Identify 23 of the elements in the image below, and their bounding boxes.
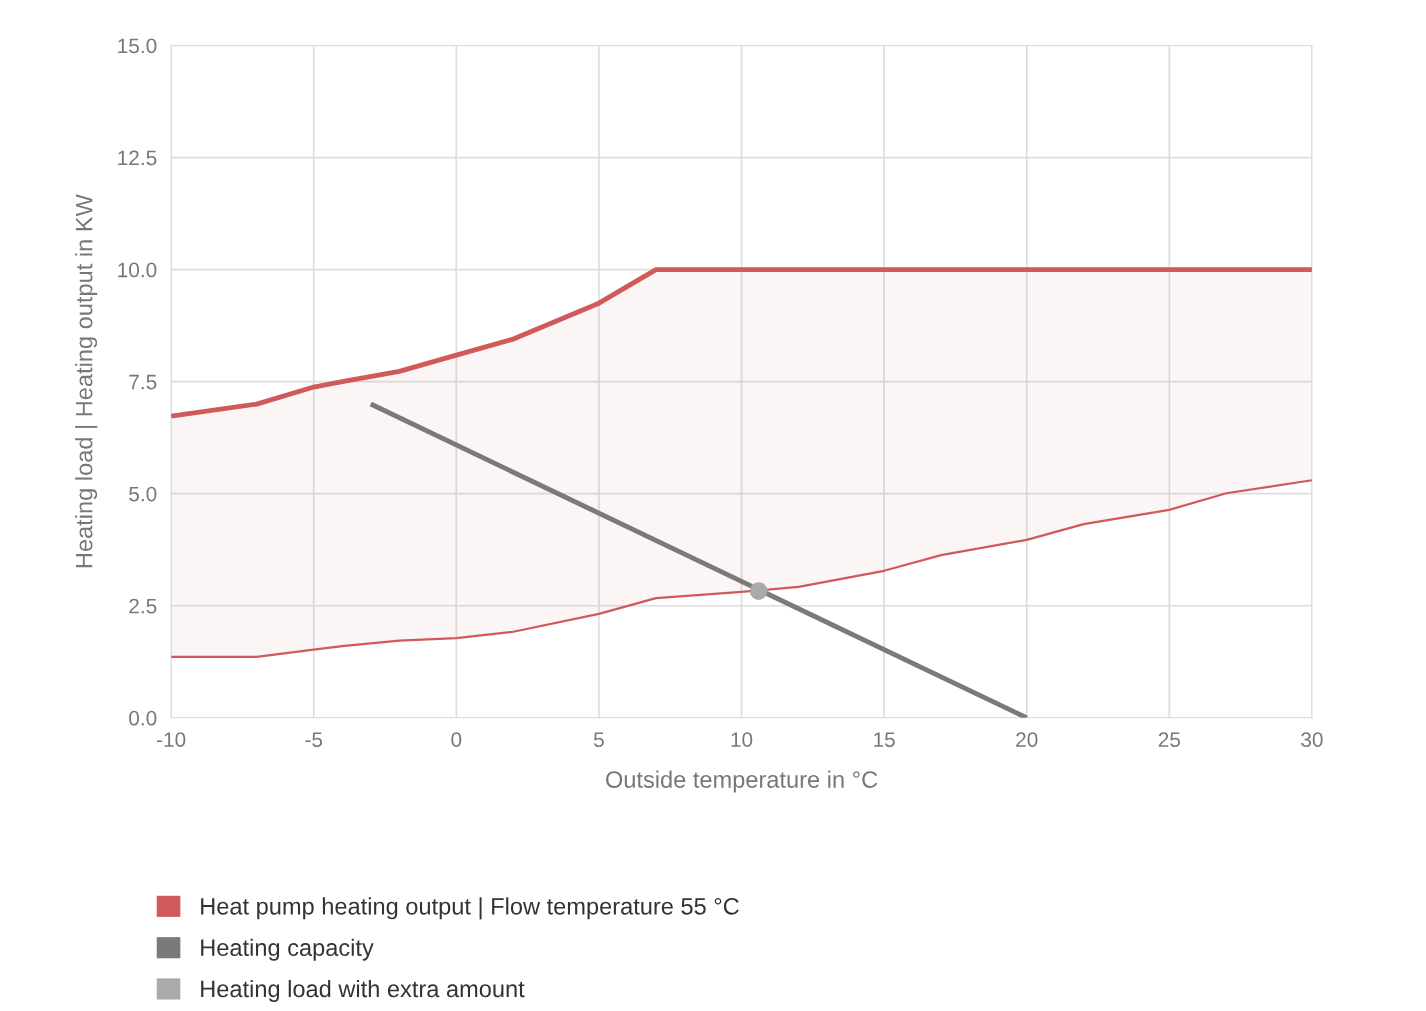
y-tick-label: 10.0: [118, 262, 157, 278]
x-tick-label: 5: [593, 732, 604, 747]
y-tick-label: 15.0: [118, 38, 157, 54]
x-tick-label: -10: [156, 732, 186, 747]
y-axis-title: Heating load | Heating output in KW: [75, 194, 98, 568]
y-tick-label: 0.0: [129, 710, 157, 726]
line-series: [171, 479, 1312, 658]
x-tick-label: 30: [1301, 732, 1323, 747]
y-tick-label: 2.5: [129, 598, 157, 614]
x-tick-label: 25: [1158, 732, 1181, 747]
legend-label: Heating capacity: [201, 938, 374, 961]
y-tick-label: 12.5: [118, 150, 157, 166]
x-tick-label: 0: [451, 732, 462, 747]
legend-label: Heating load with extra amount: [201, 979, 525, 1002]
y-tick-label: 5.0: [129, 486, 157, 502]
x-axis-title: Outside temperature in °C: [606, 770, 878, 793]
x-tick-label: 10: [731, 732, 753, 747]
y-tick-label: 7.5: [129, 374, 157, 390]
x-tick-label: -5: [305, 732, 323, 747]
line-series: [171, 267, 1312, 419]
x-tick-label: 15: [874, 732, 895, 747]
x-tick-label: 20: [1016, 732, 1038, 747]
legend-label: Heat pump heating output | Flow temperature 55 °C: [201, 897, 739, 920]
